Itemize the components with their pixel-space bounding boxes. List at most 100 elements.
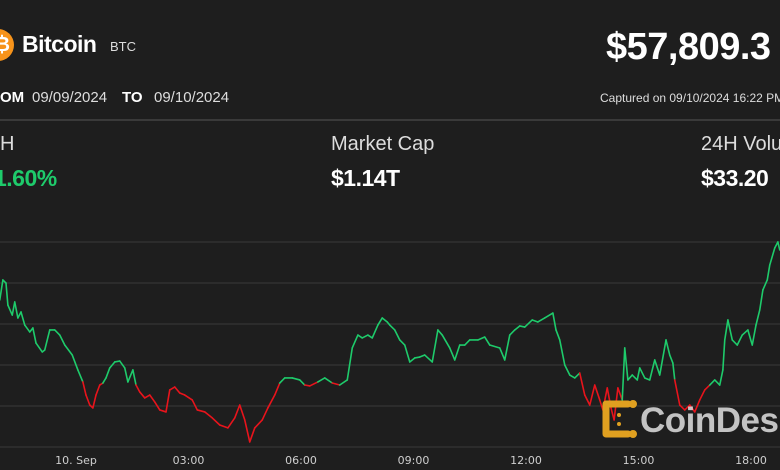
price-line-segment [291, 377, 301, 381]
coindesk-logo-icon [602, 400, 637, 438]
price-line-segment [303, 384, 311, 387]
price-line-segment [621, 347, 626, 401]
price-line-segment [762, 279, 769, 291]
coin-symbol: BTC [110, 39, 136, 54]
price-line-segment [71, 354, 79, 371]
price-line-segment [658, 339, 667, 376]
price-line-segment [398, 339, 406, 346]
price-line-segment [568, 374, 576, 379]
price-line-segment [338, 379, 349, 386]
price-line-segment [463, 339, 471, 346]
price-line-segment [555, 329, 561, 341]
price-line-segment [248, 427, 256, 443]
price-line-segment [578, 372, 586, 396]
price-line-segment [583, 394, 591, 406]
price-line-segment [143, 394, 151, 399]
price-line-segment [448, 347, 456, 361]
price-line-segment [713, 379, 721, 386]
x-tick-label: 18:00 [735, 454, 767, 467]
price-line-segment [243, 419, 251, 443]
price-line-segment [227, 417, 236, 429]
price-line-segment [132, 369, 137, 386]
price-line-segment [477, 336, 486, 341]
price-line-segment [665, 339, 671, 356]
price-line-segment [105, 367, 111, 379]
price-line-segment [168, 386, 176, 391]
price-line-segment [371, 324, 379, 339]
change-value: 1.60% [0, 165, 57, 191]
price-line-segment [238, 404, 246, 421]
price-line-segment [102, 377, 107, 384]
x-tick-label: 10. Sep [55, 454, 97, 467]
price-line-segment [183, 394, 194, 401]
price-line-segment [727, 319, 734, 341]
price-line-segment [653, 359, 661, 376]
market-cap-value: $1.14T [331, 165, 400, 191]
price-line-segment [708, 379, 716, 386]
price-line-segment [668, 354, 674, 364]
price-line-segment [751, 324, 757, 346]
to-label: TO [122, 89, 143, 106]
price-line-segment [423, 354, 434, 363]
price-line-segment [118, 360, 126, 369]
from-date[interactable]: 09/09/2024 [32, 89, 108, 106]
price-line-segment [82, 381, 87, 396]
price-line-segment [211, 417, 221, 426]
x-tick-label: 06:00 [285, 454, 317, 467]
price-line-segment [418, 354, 426, 358]
price-line-segment [381, 317, 389, 323]
price-line-segment [23, 324, 31, 333]
price-line-segment [408, 357, 416, 363]
price-line-segment [672, 362, 676, 381]
price-line-segment [643, 377, 651, 381]
price-line-segment [148, 394, 156, 403]
price-line-segment [437, 329, 444, 336]
price-line-segment [53, 329, 61, 336]
price-line-segment [441, 334, 451, 349]
price-line-segment [648, 359, 656, 381]
price-line-segment [747, 329, 754, 346]
price-line-segment [35, 342, 44, 353]
price-line-segment [573, 372, 581, 379]
price-line-segment [377, 317, 384, 326]
price-line-segment [488, 344, 501, 349]
x-tick-label: 03:00 [173, 454, 205, 467]
price-line-segment [138, 391, 146, 399]
price-line-segment [768, 247, 776, 266]
price-line-segment [627, 374, 634, 381]
captured-timestamp: Captured on 09/10/2024 16:22 PM [600, 91, 780, 105]
price-line-segment [63, 344, 74, 356]
price-line-segment [113, 360, 121, 363]
price-line-segment [736, 334, 744, 346]
price-line-segment [638, 367, 646, 379]
price-line-segment [43, 329, 51, 351]
price-line-segment [92, 394, 97, 409]
market-cap-label: Market Cap [331, 133, 435, 155]
price-line-segment [698, 389, 706, 401]
price-line-segment [731, 339, 739, 346]
price-line-segment [153, 401, 161, 411]
price-line-segment [135, 384, 141, 393]
price-line-segment [543, 312, 554, 319]
price-line-segment [203, 411, 214, 419]
price-line-segment [431, 329, 439, 363]
price-line-segment [20, 311, 26, 326]
price-line-segment [508, 329, 516, 336]
price-line-segment [683, 404, 691, 411]
divider [0, 119, 780, 121]
price-line-segment [5, 282, 9, 306]
price-line-segment [331, 382, 341, 386]
price-line-segment [403, 344, 411, 363]
price-line-segment [218, 424, 229, 429]
price-line-segment [0, 279, 4, 301]
to-date[interactable]: 09/10/2024 [154, 89, 230, 106]
price-line-segment [123, 367, 129, 383]
price-line-segment [58, 334, 66, 346]
x-tick-label: 09:00 [398, 454, 430, 467]
price-line-segment [278, 377, 286, 384]
price-line-segment [77, 369, 84, 383]
price-line-segment [317, 377, 326, 383]
coin-name: Bitcoin [22, 31, 97, 57]
price-line-segment [196, 409, 206, 413]
